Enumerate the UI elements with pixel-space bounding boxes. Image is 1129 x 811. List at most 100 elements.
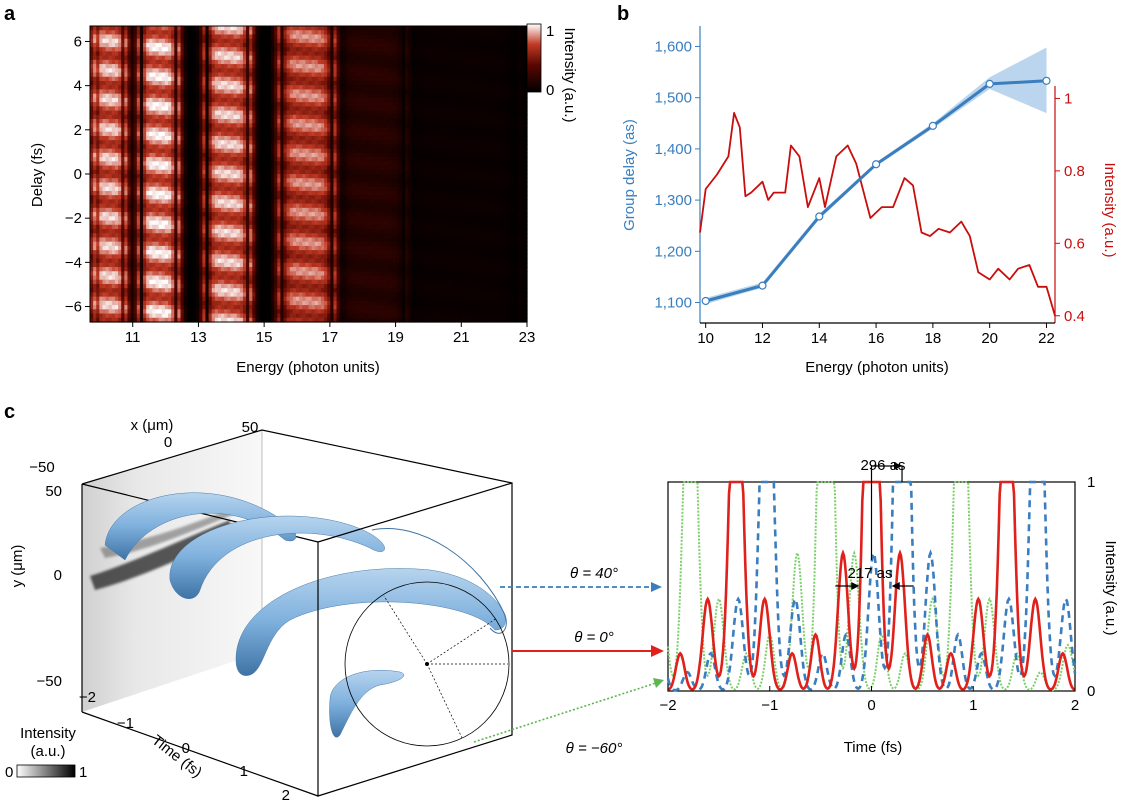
heatmap-cell [299,254,303,260]
heatmap-cell [258,72,263,78]
heatmap-cell [230,288,235,293]
heatmap-cell [99,140,104,145]
heatmap-cell [289,305,294,310]
heatmap-cell [180,72,185,78]
heatmap-cell [230,85,235,91]
heatmap-cell [130,68,135,74]
heatmap-cell [133,51,138,57]
heatmap-cell [96,89,100,95]
heatmap-cell [267,283,272,289]
heatmap-cell [189,216,194,222]
heatmap-cell [271,279,275,285]
heatmap-cell [274,258,278,264]
heatmap-cell [296,254,300,260]
heatmap-cell [99,212,104,217]
heatmap-cell [258,152,263,158]
heatmap-cell [171,267,175,272]
heatmap-cell [211,262,216,268]
heatmap-cell [221,300,225,306]
heatmap-cell [139,207,144,213]
heatmap-cell [158,144,163,150]
heatmap-cell [161,123,166,129]
heatmap-cell [211,309,216,315]
heatmap-cell [246,55,250,61]
heatmap-cell [189,296,194,302]
heatmap-cell [133,144,138,150]
heatmap-cell [280,144,285,150]
heatmap-cell [105,102,110,107]
heatmap-cell [155,178,160,184]
heatmap-cell [111,237,116,243]
heatmap-cell [96,237,100,243]
heatmap-cell [90,267,94,272]
heatmap-cell [143,317,147,323]
heatmap-cell [236,64,241,69]
heatmap-cell [177,34,182,40]
heatmap-cell [227,178,232,184]
heatmap-cell [149,119,154,124]
heatmap-cell [246,258,250,264]
heatmap-cell [189,300,194,306]
heatmap-cell [149,245,154,251]
heatmap-cell [174,51,178,57]
heatmap-cell [149,288,154,293]
heatmap-cell [289,135,294,141]
heatmap-cell [255,250,260,255]
heatmap-cell [302,51,306,57]
heatmap-cell [121,135,125,141]
heatmap-cell [177,288,182,293]
heatmap-cell [258,114,263,120]
heatmap-cell [227,317,232,323]
heatmap-cell [292,241,297,247]
heatmap-cell [205,207,210,213]
heatmap-cell [246,114,250,120]
heatmap-cell [286,199,291,205]
heatmap-cell [161,182,166,188]
heatmap-cell [264,30,269,36]
heatmap-cell [196,254,200,260]
heatmap-cell [242,102,247,107]
heatmap-cell [133,279,138,285]
heatmap-cell [289,76,294,82]
heatmap-cell [130,157,135,162]
heatmap-cell [146,195,150,200]
heatmap-cell [236,127,241,133]
heatmap-cell [255,34,260,40]
heatmap-cell [227,254,232,260]
heatmap-cell [164,292,169,298]
heatmap-cell [143,283,147,289]
heatmap-cell [211,51,216,57]
heatmap-cell [261,317,266,323]
heatmap-cell [164,51,169,57]
heatmap-cell [177,267,182,272]
heatmap-cell [105,119,110,124]
heatmap-cell [227,313,232,319]
heatmap-cell [271,169,275,175]
heatmap-cell [149,51,154,57]
heatmap-cell [99,224,104,230]
heatmap-cell [305,245,310,251]
heatmap-cell [90,207,94,213]
heatmap-cell [258,182,263,188]
heatmap-cell [249,233,253,239]
heatmap-cell [264,93,269,99]
heatmap-cell [196,220,200,226]
heatmap-cell [136,59,141,65]
heatmap-cell [189,195,194,200]
heatmap-cell [183,237,188,243]
heatmap-cell [227,110,232,116]
heatmap-cell [133,161,138,167]
heatmap-cell [90,309,94,315]
heatmap-cell [118,186,122,192]
heatmap-cell [267,64,272,69]
heatmap-cell [258,241,263,247]
heatmap-cell [155,97,160,103]
heatmap-cell [149,207,154,213]
heatmap-cell [189,317,194,323]
heatmap-cell [155,275,160,281]
heatmap-cell [93,296,97,302]
heatmap-cell [264,178,269,184]
heatmap-cell [299,106,303,112]
heatmap-cell [261,275,266,281]
heatmap-cell [183,93,188,99]
